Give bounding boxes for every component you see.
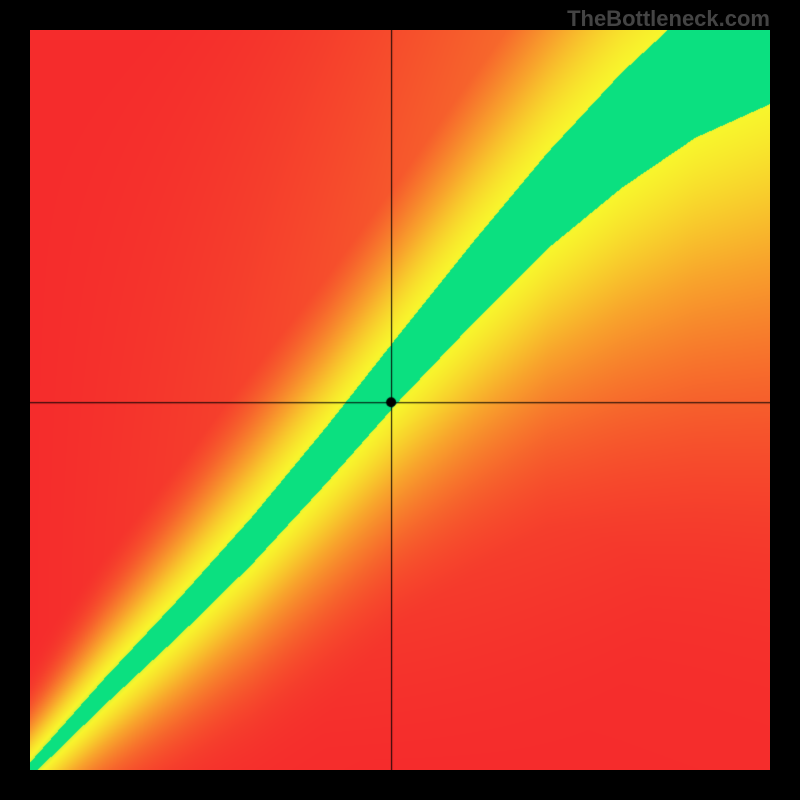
heatmap-canvas bbox=[30, 30, 770, 770]
heatmap-plot bbox=[30, 30, 770, 770]
watermark-text: TheBottleneck.com bbox=[567, 6, 770, 32]
